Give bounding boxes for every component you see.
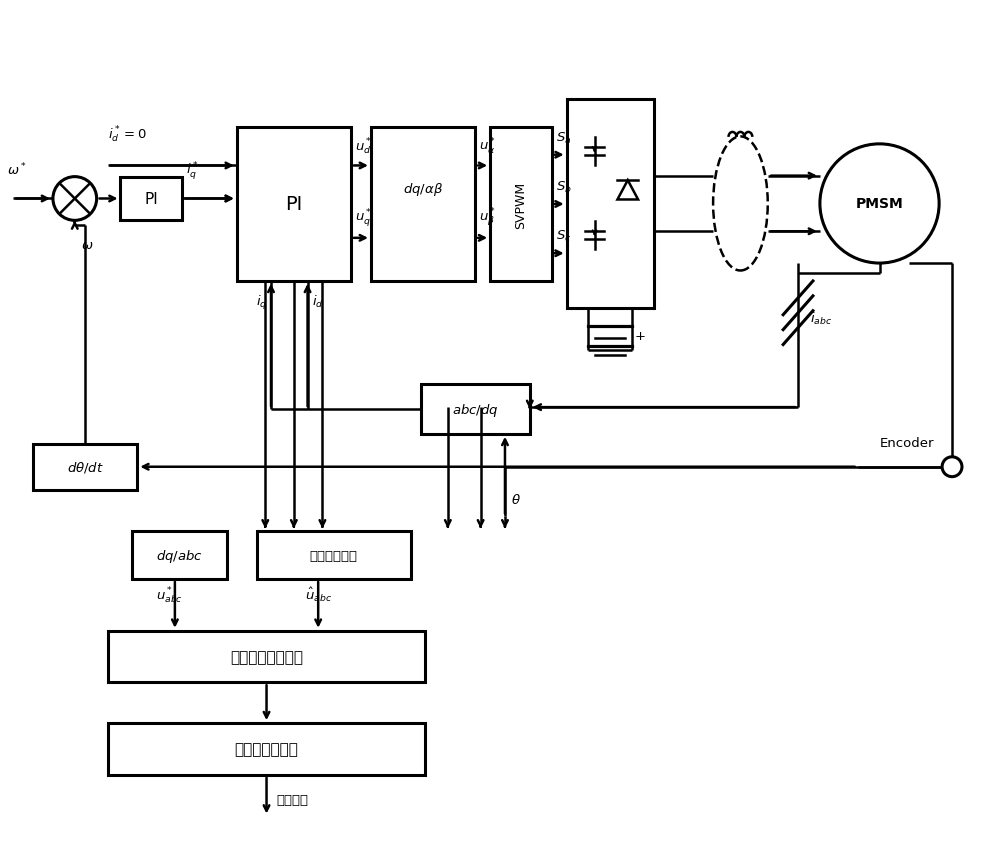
- Bar: [567, 100, 654, 308]
- Bar: [490, 128, 552, 282]
- Bar: [421, 385, 530, 435]
- Text: $dq/abc$: $dq/abc$: [156, 547, 203, 564]
- Text: $i_d^*= 0$: $i_d^*= 0$: [108, 124, 147, 145]
- Text: $\omega^*$: $\omega^*$: [7, 161, 27, 178]
- Text: $i_q$: $i_q$: [256, 294, 267, 312]
- Text: $i_q^*$: $i_q^*$: [186, 159, 199, 181]
- Text: $S_b$: $S_b$: [556, 180, 571, 195]
- Text: $u_\alpha^*$: $u_\alpha^*$: [479, 136, 496, 156]
- Circle shape: [53, 177, 97, 221]
- Text: 计算三相电压偏差: 计算三相电压偏差: [230, 649, 303, 665]
- Bar: [257, 532, 411, 579]
- Text: $\theta$: $\theta$: [511, 493, 521, 507]
- Text: $u^*_{abc}$: $u^*_{abc}$: [156, 585, 183, 606]
- Text: SVPWM: SVPWM: [514, 181, 527, 228]
- Text: PI: PI: [285, 195, 302, 214]
- Text: PI: PI: [144, 192, 158, 207]
- Bar: [237, 128, 351, 282]
- Bar: [33, 445, 137, 490]
- Text: $S_a$: $S_a$: [556, 130, 571, 146]
- Text: 计算故障特征量: 计算故障特征量: [235, 741, 298, 757]
- Text: $i_d$: $i_d$: [312, 294, 323, 309]
- Circle shape: [820, 145, 939, 264]
- Text: 估算三相电压: 估算三相电压: [310, 549, 358, 562]
- Text: $d\theta/dt$: $d\theta/dt$: [67, 460, 104, 475]
- Text: $i_{abc}$: $i_{abc}$: [810, 310, 832, 326]
- Text: $abc/dq$: $abc/dq$: [452, 401, 498, 418]
- Text: $S_c$: $S_c$: [556, 229, 571, 244]
- Text: $\omega$: $\omega$: [81, 239, 93, 252]
- Bar: [108, 631, 425, 682]
- Text: $dq/\alpha\beta$: $dq/\alpha\beta$: [403, 181, 443, 198]
- Text: $u_\beta^*$: $u_\beta^*$: [479, 206, 496, 228]
- Text: $u_d^*$: $u_d^*$: [355, 136, 372, 156]
- Text: $u_q^*$: $u_q^*$: [355, 207, 372, 228]
- Ellipse shape: [713, 137, 768, 271]
- Text: +: +: [635, 330, 646, 343]
- Text: $\hat{u}_{abc}$: $\hat{u}_{abc}$: [305, 585, 332, 603]
- Bar: [120, 177, 182, 221]
- Text: Encoder: Encoder: [880, 436, 934, 449]
- Text: PMSM: PMSM: [856, 197, 903, 211]
- Text: 诊断结果: 诊断结果: [276, 793, 308, 806]
- Circle shape: [942, 458, 962, 477]
- Bar: [371, 128, 475, 282]
- Bar: [132, 532, 227, 579]
- Bar: [108, 723, 425, 774]
